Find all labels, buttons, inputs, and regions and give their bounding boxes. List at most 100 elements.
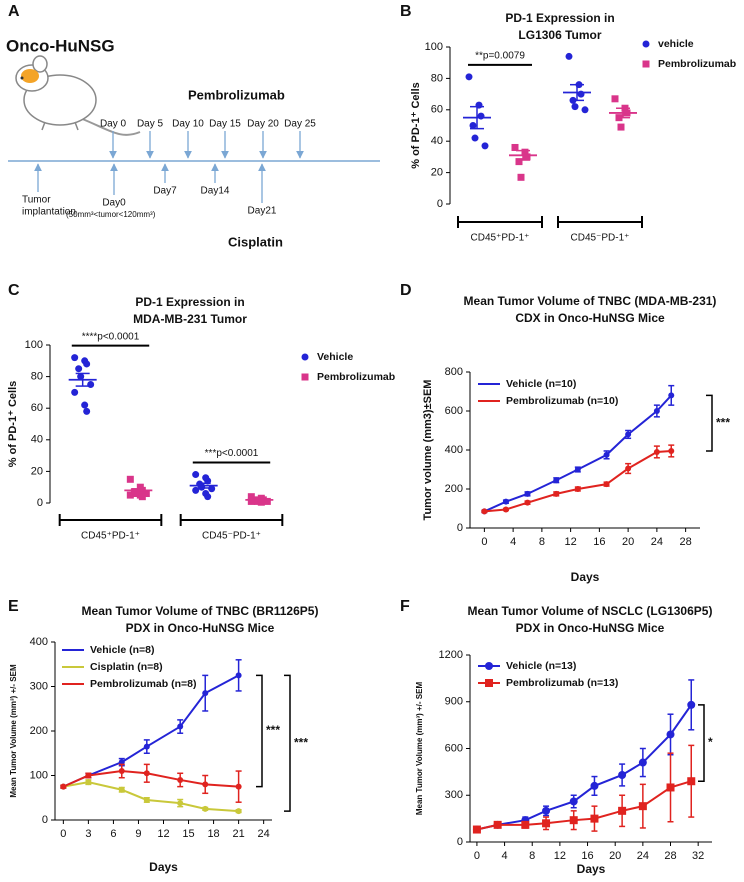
data-point <box>668 392 675 399</box>
y-tick-label: 60 <box>431 104 443 116</box>
dose-day: Day 15 <box>209 119 241 130</box>
data-point <box>202 805 209 812</box>
series-line <box>63 781 239 813</box>
significance-label: *** <box>266 723 280 737</box>
x-axis-label: Days <box>577 862 606 876</box>
y-tick-label: 600 <box>445 405 463 417</box>
x-tick-label: 9 <box>135 828 141 840</box>
data-point <box>517 173 525 181</box>
chart-title: PD-1 Expression in <box>135 295 244 309</box>
y-tick-label: 40 <box>31 434 43 446</box>
x-tick-label: 24 <box>651 536 663 548</box>
data-point <box>126 475 134 483</box>
x-tick-label: 18 <box>207 828 219 840</box>
data-point <box>653 408 660 414</box>
x-axis-label: Days <box>571 570 600 584</box>
data-point <box>247 493 255 501</box>
data-point <box>81 401 89 409</box>
x-tick-label: 8 <box>539 536 545 548</box>
data-point <box>542 806 551 815</box>
y-tick-label: 0 <box>42 814 48 826</box>
x-tick-label: 20 <box>609 850 621 862</box>
x-tick-label: 12 <box>157 828 169 840</box>
x-tick-label: 20 <box>622 536 634 548</box>
chart-title: Mean Tumor Volume of TNBC (MDA-MB-231) <box>464 294 717 308</box>
significance-label: **p=0.0079 <box>475 50 525 61</box>
data-point <box>143 796 150 803</box>
data-point <box>263 497 271 505</box>
y-tick-label: 300 <box>30 680 48 692</box>
dose-day: Day 20 <box>247 119 279 130</box>
significance-bracket <box>284 674 291 812</box>
legend-label: Cisplatin (n=8) <box>90 661 163 673</box>
data-point <box>177 800 184 807</box>
legend-marker <box>642 40 650 48</box>
x-tick-label: 0 <box>474 850 480 862</box>
data-point <box>625 431 632 438</box>
y-tick-label: 0 <box>457 836 463 848</box>
legend-label: Pembrolizumab (n=13) <box>506 677 618 689</box>
chart-title: Mean Tumor Volume of NSCLC (LG1306P5) <box>468 604 713 618</box>
significance-bracket <box>698 704 705 782</box>
data-point <box>502 506 509 513</box>
data-point <box>638 758 647 767</box>
legend-marker <box>301 353 309 361</box>
dose-day: Day 10 <box>172 119 204 130</box>
y-tick-label: 0 <box>437 198 443 210</box>
data-point <box>202 781 209 788</box>
data-point <box>142 490 150 498</box>
data-point <box>618 806 627 815</box>
legend-label: Pembrolizumab <box>317 371 395 383</box>
drug-1: Pembrolizumab <box>188 87 285 102</box>
series-line <box>62 674 240 788</box>
y-axis-label: % of PD-1⁺ Cells <box>410 82 422 169</box>
chart-title: LG1306 Tumor <box>518 28 601 42</box>
data-point <box>511 143 519 151</box>
y-tick-label: 100 <box>425 41 443 53</box>
x-tick-label: 8 <box>529 850 535 862</box>
significance-bracket <box>256 674 263 788</box>
panel-label: B <box>400 3 412 20</box>
panel-label: C <box>8 282 20 299</box>
legend-label: Pembrolizumab (n=10) <box>506 395 618 407</box>
dose-day: Day0 <box>102 198 126 209</box>
category-label: CD45⁺PD-1⁺ <box>471 233 530 244</box>
data-point <box>469 122 477 129</box>
legend-marker <box>485 662 493 670</box>
data-point <box>571 103 579 111</box>
size-range: (50mm³<tumor<120mm³) <box>66 210 156 219</box>
x-tick-label: 4 <box>510 536 516 548</box>
data-point <box>71 388 79 396</box>
category-label: CD45⁻PD-1⁺ <box>202 531 261 542</box>
data-point <box>247 497 255 505</box>
x-tick-label: 28 <box>680 536 692 548</box>
data-point <box>118 768 125 775</box>
data-point <box>257 498 265 506</box>
data-point <box>611 95 619 103</box>
mouse-icon <box>15 55 141 136</box>
y-axis-label: Tumor volume (mm3)±SEM <box>422 380 434 521</box>
y-tick-label: 60 <box>31 402 43 414</box>
data-point <box>524 499 531 506</box>
data-point <box>118 786 125 793</box>
x-tick-label: 12 <box>565 536 577 548</box>
data-point <box>138 493 146 501</box>
y-tick-label: 0 <box>457 522 463 534</box>
data-point <box>481 142 489 150</box>
data-point <box>666 730 675 739</box>
dose-day: Day 5 <box>137 119 164 130</box>
legend-marker <box>485 679 493 687</box>
significance-bracket <box>706 394 713 452</box>
data-point <box>521 148 529 156</box>
legend-label: Vehicle (n=8) <box>90 644 155 656</box>
y-tick-label: 900 <box>445 696 463 708</box>
data-point <box>204 493 212 501</box>
data-point <box>653 448 660 455</box>
dose-day: Day14 <box>201 186 230 197</box>
data-point <box>177 723 184 730</box>
data-point <box>85 779 92 786</box>
data-point <box>687 777 696 786</box>
legend-marker <box>642 60 650 68</box>
y-axis-label: Mean Tumor Volume (mm³) +/- SEM <box>415 682 424 816</box>
chart-title: PD-1 Expression in <box>505 11 614 25</box>
